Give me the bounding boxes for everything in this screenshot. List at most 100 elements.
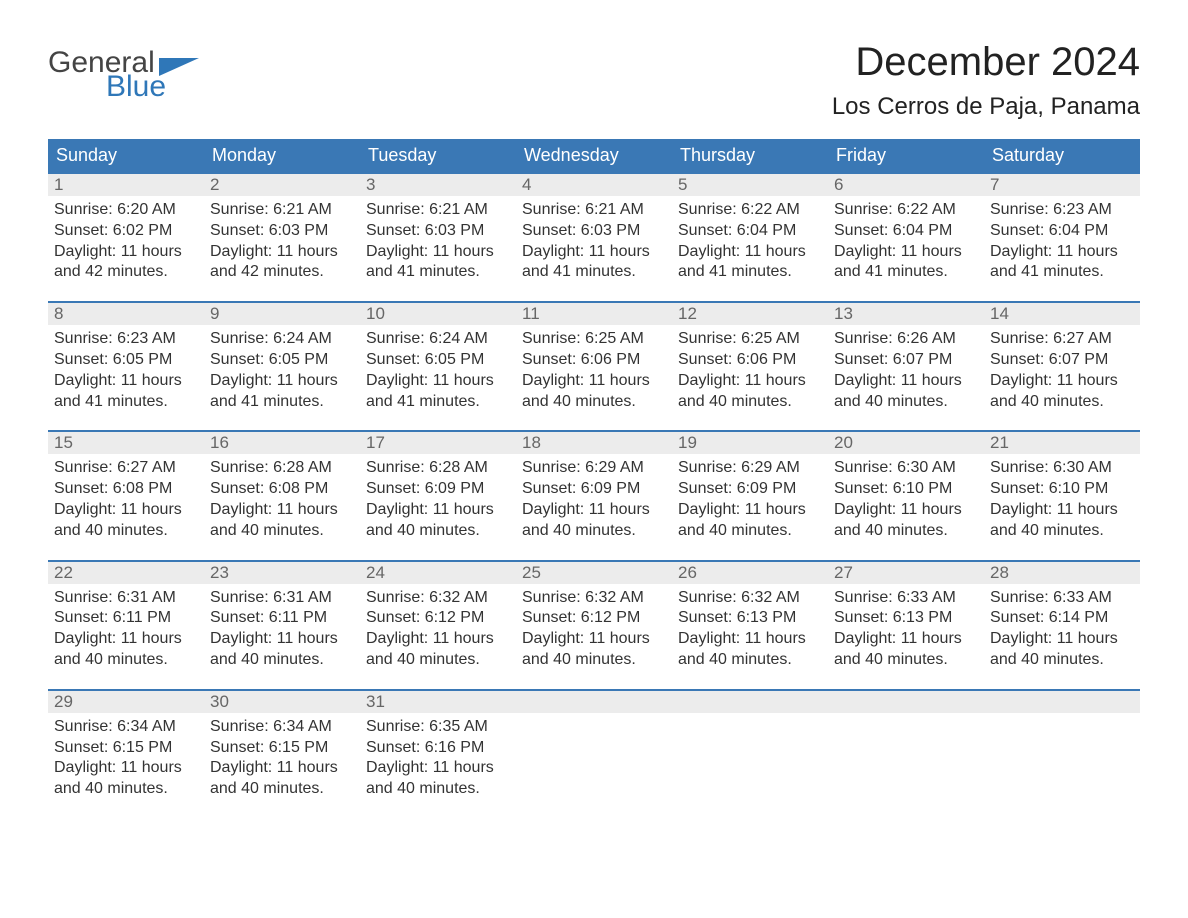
- day-cell: 26Sunrise: 6:32 AMSunset: 6:13 PMDayligh…: [672, 560, 828, 689]
- day-cell: 18Sunrise: 6:29 AMSunset: 6:09 PMDayligh…: [516, 430, 672, 559]
- day-number: 7: [984, 172, 1140, 196]
- day-number: 18: [516, 430, 672, 454]
- title-block: December 2024 Los Cerros de Paja, Panama: [832, 40, 1140, 121]
- day-sunset: Sunset: 6:11 PM: [54, 608, 198, 629]
- day-number: 10: [360, 301, 516, 325]
- day-body: Sunrise: 6:21 AMSunset: 6:03 PMDaylight:…: [360, 196, 516, 301]
- day-cell: 21Sunrise: 6:30 AMSunset: 6:10 PMDayligh…: [984, 430, 1140, 559]
- day-d2: and 41 minutes.: [210, 392, 354, 413]
- day-d2: and 41 minutes.: [54, 392, 198, 413]
- day-sunset: Sunset: 6:09 PM: [366, 479, 510, 500]
- day-cell: [672, 689, 828, 818]
- day-d2: and 40 minutes.: [522, 392, 666, 413]
- day-sunset: Sunset: 6:09 PM: [678, 479, 822, 500]
- day-number: 9: [204, 301, 360, 325]
- week-row: 29Sunrise: 6:34 AMSunset: 6:15 PMDayligh…: [48, 689, 1140, 818]
- day-d1: Daylight: 11 hours: [522, 371, 666, 392]
- day-sunset: Sunset: 6:13 PM: [834, 608, 978, 629]
- day-number-empty: [828, 689, 984, 713]
- day-sunrise: Sunrise: 6:32 AM: [366, 588, 510, 609]
- day-number: 28: [984, 560, 1140, 584]
- day-sunset: Sunset: 6:05 PM: [210, 350, 354, 371]
- day-d1: Daylight: 11 hours: [522, 242, 666, 263]
- day-body: Sunrise: 6:31 AMSunset: 6:11 PMDaylight:…: [48, 584, 204, 689]
- day-number: 21: [984, 430, 1140, 454]
- day-sunrise: Sunrise: 6:31 AM: [210, 588, 354, 609]
- day-body: Sunrise: 6:27 AMSunset: 6:08 PMDaylight:…: [48, 454, 204, 559]
- day-body: Sunrise: 6:22 AMSunset: 6:04 PMDaylight:…: [672, 196, 828, 301]
- day-body: Sunrise: 6:29 AMSunset: 6:09 PMDaylight:…: [516, 454, 672, 559]
- day-number: 13: [828, 301, 984, 325]
- day-sunrise: Sunrise: 6:25 AM: [522, 329, 666, 350]
- weekday-header: Sunday: [48, 139, 204, 172]
- day-sunset: Sunset: 6:06 PM: [678, 350, 822, 371]
- day-number: 22: [48, 560, 204, 584]
- weekday-header: Friday: [828, 139, 984, 172]
- day-sunset: Sunset: 6:15 PM: [54, 738, 198, 759]
- day-sunrise: Sunrise: 6:31 AM: [54, 588, 198, 609]
- day-number-empty: [672, 689, 828, 713]
- day-d1: Daylight: 11 hours: [678, 629, 822, 650]
- day-d2: and 40 minutes.: [522, 650, 666, 671]
- day-sunset: Sunset: 6:03 PM: [366, 221, 510, 242]
- day-cell: 23Sunrise: 6:31 AMSunset: 6:11 PMDayligh…: [204, 560, 360, 689]
- day-d1: Daylight: 11 hours: [366, 758, 510, 779]
- day-sunset: Sunset: 6:04 PM: [678, 221, 822, 242]
- day-cell: 3Sunrise: 6:21 AMSunset: 6:03 PMDaylight…: [360, 172, 516, 301]
- day-body: Sunrise: 6:30 AMSunset: 6:10 PMDaylight:…: [984, 454, 1140, 559]
- day-d1: Daylight: 11 hours: [210, 629, 354, 650]
- day-cell: [828, 689, 984, 818]
- day-sunrise: Sunrise: 6:26 AM: [834, 329, 978, 350]
- day-sunrise: Sunrise: 6:21 AM: [522, 200, 666, 221]
- day-cell: 1Sunrise: 6:20 AMSunset: 6:02 PMDaylight…: [48, 172, 204, 301]
- day-body: Sunrise: 6:24 AMSunset: 6:05 PMDaylight:…: [360, 325, 516, 430]
- day-number: 16: [204, 430, 360, 454]
- day-number: 19: [672, 430, 828, 454]
- day-body-empty: [984, 713, 1140, 805]
- day-sunset: Sunset: 6:05 PM: [366, 350, 510, 371]
- day-d1: Daylight: 11 hours: [522, 629, 666, 650]
- day-sunrise: Sunrise: 6:20 AM: [54, 200, 198, 221]
- day-number: 23: [204, 560, 360, 584]
- day-d2: and 40 minutes.: [678, 650, 822, 671]
- day-sunset: Sunset: 6:10 PM: [834, 479, 978, 500]
- day-cell: 6Sunrise: 6:22 AMSunset: 6:04 PMDaylight…: [828, 172, 984, 301]
- day-sunrise: Sunrise: 6:29 AM: [678, 458, 822, 479]
- day-cell: 20Sunrise: 6:30 AMSunset: 6:10 PMDayligh…: [828, 430, 984, 559]
- day-cell: 19Sunrise: 6:29 AMSunset: 6:09 PMDayligh…: [672, 430, 828, 559]
- day-sunrise: Sunrise: 6:23 AM: [54, 329, 198, 350]
- weekday-header: Thursday: [672, 139, 828, 172]
- week-row: 1Sunrise: 6:20 AMSunset: 6:02 PMDaylight…: [48, 172, 1140, 301]
- day-d1: Daylight: 11 hours: [366, 500, 510, 521]
- day-sunrise: Sunrise: 6:33 AM: [834, 588, 978, 609]
- day-d2: and 41 minutes.: [834, 262, 978, 283]
- calendar-table: Sunday Monday Tuesday Wednesday Thursday…: [48, 139, 1140, 818]
- day-sunrise: Sunrise: 6:27 AM: [990, 329, 1134, 350]
- day-body: Sunrise: 6:25 AMSunset: 6:06 PMDaylight:…: [516, 325, 672, 430]
- day-sunrise: Sunrise: 6:25 AM: [678, 329, 822, 350]
- day-d1: Daylight: 11 hours: [678, 242, 822, 263]
- day-number-empty: [516, 689, 672, 713]
- day-d1: Daylight: 11 hours: [366, 242, 510, 263]
- day-sunrise: Sunrise: 6:24 AM: [210, 329, 354, 350]
- day-d2: and 40 minutes.: [678, 392, 822, 413]
- day-body: Sunrise: 6:21 AMSunset: 6:03 PMDaylight:…: [204, 196, 360, 301]
- day-sunset: Sunset: 6:03 PM: [522, 221, 666, 242]
- day-sunrise: Sunrise: 6:35 AM: [366, 717, 510, 738]
- day-d2: and 40 minutes.: [210, 779, 354, 800]
- day-body: Sunrise: 6:23 AMSunset: 6:05 PMDaylight:…: [48, 325, 204, 430]
- day-number: 14: [984, 301, 1140, 325]
- day-d1: Daylight: 11 hours: [210, 242, 354, 263]
- day-number: 12: [672, 301, 828, 325]
- logo: General Blue: [48, 40, 199, 102]
- day-cell: 7Sunrise: 6:23 AMSunset: 6:04 PMDaylight…: [984, 172, 1140, 301]
- day-sunrise: Sunrise: 6:30 AM: [990, 458, 1134, 479]
- day-body-empty: [516, 713, 672, 805]
- day-d2: and 40 minutes.: [54, 650, 198, 671]
- day-cell: 24Sunrise: 6:32 AMSunset: 6:12 PMDayligh…: [360, 560, 516, 689]
- day-cell: 10Sunrise: 6:24 AMSunset: 6:05 PMDayligh…: [360, 301, 516, 430]
- day-number: 25: [516, 560, 672, 584]
- day-cell: 27Sunrise: 6:33 AMSunset: 6:13 PMDayligh…: [828, 560, 984, 689]
- day-cell: 22Sunrise: 6:31 AMSunset: 6:11 PMDayligh…: [48, 560, 204, 689]
- logo-word2: Blue: [106, 72, 199, 102]
